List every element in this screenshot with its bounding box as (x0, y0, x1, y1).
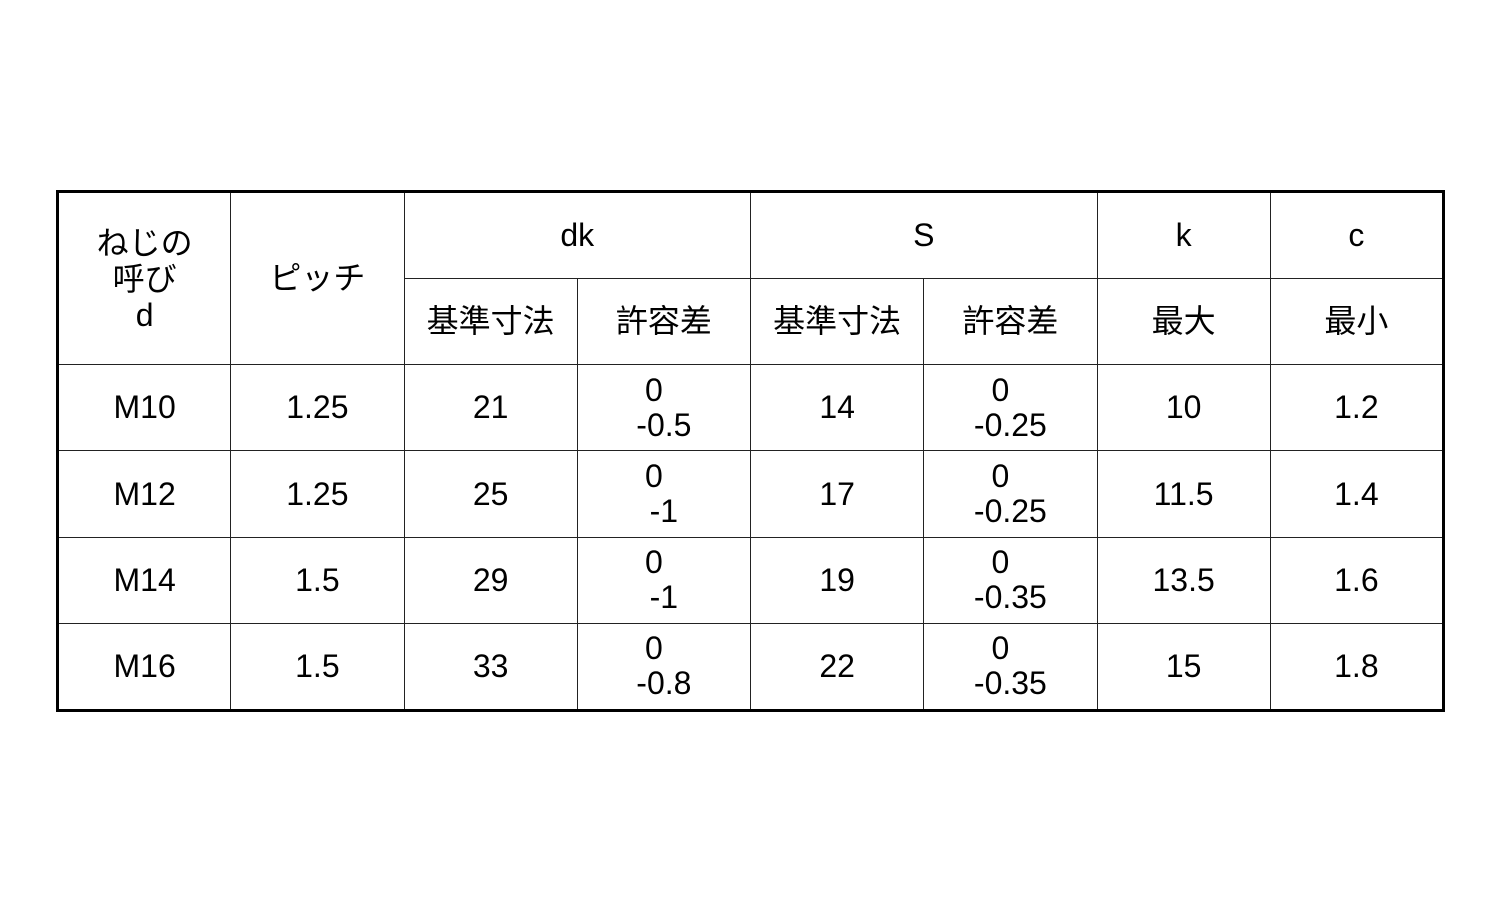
header-nominal-line: ねじの (96, 224, 193, 261)
lower-tolerance: -1 (649, 493, 679, 530)
header-row: ねじの 呼び d ピッチ dk S k c (56, 190, 1445, 366)
table-body: ねじの 呼び d ピッチ dk S k c 基準寸法 許容差 基準寸法 許容差 … (56, 190, 1445, 712)
cell-c-min: 1.2 (1269, 364, 1445, 452)
cell-nominal-size: M16 (56, 622, 232, 712)
header-nominal-line: d (135, 296, 154, 333)
cell-nominal-size: M10 (56, 364, 232, 452)
subheader-s-basic: 基準寸法 (749, 278, 925, 366)
lower-tolerance: -0.25 (973, 406, 1047, 443)
cell-pitch: 1.5 (230, 622, 405, 712)
cell-s-tolerance: 0 -0.35 (923, 622, 1098, 712)
subheader-k-max: 最大 (1096, 278, 1271, 366)
subheader-dk-tolerance: 許容差 (576, 278, 752, 366)
cell-c-min: 1.4 (1269, 450, 1445, 538)
lower-tolerance: -1 (649, 579, 679, 616)
header-s: S (750, 190, 1098, 280)
cell-pitch: 1.25 (230, 450, 405, 538)
table-row: M12 1.25 25 0 -1 17 0 -0.25 11.5 1.4 (56, 450, 1445, 538)
subheader-s-tolerance: 許容差 (923, 278, 1098, 366)
cell-dk-basic: 25 (403, 450, 578, 538)
header-nominal-line: 呼び (112, 260, 177, 297)
upper-tolerance: 0 (991, 544, 1010, 581)
header-k: k (1096, 190, 1271, 280)
cell-pitch: 1.25 (230, 364, 405, 452)
cell-pitch: 1.5 (230, 536, 405, 624)
cell-dk-tolerance: 0 -0.5 (576, 364, 752, 452)
header-pitch: ピッチ (230, 190, 405, 366)
lower-tolerance: -0.5 (636, 406, 692, 443)
cell-nominal-size: M12 (56, 450, 232, 538)
lower-tolerance: -0.35 (973, 665, 1047, 702)
upper-tolerance: 0 (991, 630, 1010, 667)
table-row: M16 1.5 33 0 -0.8 22 0 -0.35 15 1.8 (56, 622, 1445, 712)
cell-dk-basic: 29 (403, 536, 578, 624)
cell-s-tolerance: 0 -0.25 (923, 364, 1098, 452)
cell-s-basic: 14 (749, 364, 925, 452)
table-row: M10 1.25 21 0 -0.5 14 0 -0.25 10 1.2 (56, 364, 1445, 452)
subheader-dk-basic: 基準寸法 (403, 278, 578, 366)
lower-tolerance: -0.35 (973, 579, 1047, 616)
cell-s-basic: 22 (749, 622, 925, 712)
upper-tolerance: 0 (644, 630, 663, 667)
cell-s-tolerance: 0 -0.35 (923, 536, 1098, 624)
upper-tolerance: 0 (991, 371, 1010, 408)
upper-tolerance: 0 (644, 458, 663, 495)
table-row: M14 1.5 29 0 -1 19 0 -0.35 13.5 1.6 (56, 536, 1445, 624)
cell-dk-basic: 33 (403, 622, 578, 712)
cell-k-max: 10 (1096, 364, 1271, 452)
cell-dk-tolerance: 0 -1 (576, 536, 752, 624)
cell-nominal-size: M14 (56, 536, 232, 624)
upper-tolerance: 0 (991, 458, 1010, 495)
cell-dk-tolerance: 0 -1 (576, 450, 752, 538)
cell-k-max: 13.5 (1096, 536, 1271, 624)
cell-k-max: 15 (1096, 622, 1271, 712)
cell-s-tolerance: 0 -0.25 (923, 450, 1098, 538)
lower-tolerance: -0.8 (636, 665, 692, 702)
header-c: c (1269, 190, 1445, 280)
cell-s-basic: 17 (749, 450, 925, 538)
cell-k-max: 11.5 (1096, 450, 1271, 538)
lower-tolerance: -0.25 (973, 493, 1047, 530)
upper-tolerance: 0 (644, 544, 663, 581)
cell-c-min: 1.8 (1269, 622, 1445, 712)
subheader-c-min: 最小 (1269, 278, 1445, 366)
header-dk: dk (403, 190, 751, 280)
cell-s-basic: 19 (749, 536, 925, 624)
header-nominal-size: ねじの 呼び d (56, 190, 232, 366)
dimension-table: ねじの 呼び d ピッチ dk S k c 基準寸法 許容差 基準寸法 許容差 … (56, 190, 1445, 712)
cell-dk-basic: 21 (403, 364, 578, 452)
cell-c-min: 1.6 (1269, 536, 1445, 624)
cell-dk-tolerance: 0 -0.8 (576, 622, 752, 712)
upper-tolerance: 0 (644, 371, 663, 408)
